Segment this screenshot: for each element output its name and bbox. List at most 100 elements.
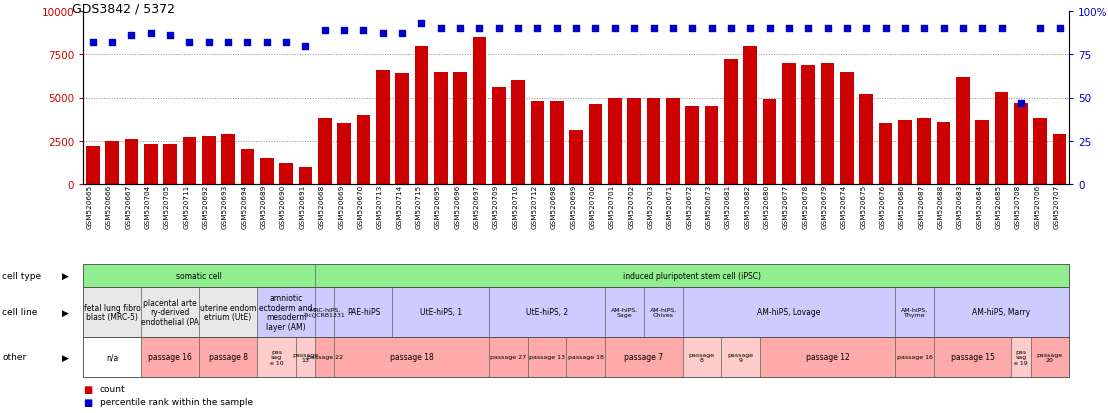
Text: GSM520680: GSM520680 (763, 185, 770, 229)
Text: GSM520681: GSM520681 (725, 185, 731, 229)
Point (162, 33, 179, 39)
Bar (936, 122, 951, 185)
Bar (608, 98, 622, 185)
Point (684, 26, 701, 33)
Text: GSM520682: GSM520682 (745, 185, 750, 229)
Bar (1014, 103, 1027, 185)
Bar (492, 88, 505, 185)
Text: fetal lung fibro
blast (MRC-5): fetal lung fibro blast (MRC-5) (84, 303, 141, 322)
Text: GSM520671: GSM520671 (667, 185, 673, 229)
Text: GSM520687: GSM520687 (919, 185, 924, 229)
Text: GDS3842 / 5372: GDS3842 / 5372 (72, 3, 175, 16)
Text: GSM520678: GSM520678 (802, 185, 808, 229)
Text: GSM520696: GSM520696 (454, 185, 460, 229)
Point (993, 26, 1010, 33)
Bar (899, 121, 912, 185)
Point (1050, 26, 1068, 33)
Text: GSM520685: GSM520685 (996, 185, 1002, 229)
Text: GSM520675: GSM520675 (860, 185, 866, 229)
Text: placental arte
ry-derived
endothelial (PA: placental arte ry-derived endothelial (P… (141, 298, 199, 326)
Point (412, 21, 430, 27)
Bar (86, 147, 100, 185)
Point (510, 26, 527, 33)
Point (1012, 100, 1029, 107)
Text: GSM520703: GSM520703 (647, 185, 654, 229)
Text: passage 16: passage 16 (896, 355, 933, 360)
Text: ▶: ▶ (62, 271, 69, 280)
Text: GSM520711: GSM520711 (184, 185, 189, 229)
Bar (376, 71, 390, 185)
Bar (686, 107, 699, 185)
Bar (473, 38, 486, 185)
Bar (627, 98, 640, 185)
Text: count: count (100, 385, 125, 394)
Text: amniotic
ectoderm and
mesoderm
layer (AM): amniotic ectoderm and mesoderm layer (AM… (259, 293, 312, 331)
Point (123, 33, 141, 39)
Point (432, 26, 450, 33)
Text: GSM520677: GSM520677 (783, 185, 789, 229)
Point (219, 40, 237, 46)
Point (199, 40, 217, 46)
Point (529, 26, 546, 33)
Bar (1034, 119, 1047, 185)
Text: other: other (2, 353, 27, 362)
Text: GSM520676: GSM520676 (880, 185, 885, 229)
Text: passage 22: passage 22 (307, 355, 342, 360)
Point (606, 26, 624, 33)
Point (954, 26, 972, 33)
Bar (531, 102, 544, 185)
Text: passage
20: passage 20 (1037, 352, 1063, 362)
Point (355, 28, 372, 34)
Text: GSM520666: GSM520666 (106, 185, 112, 229)
Text: GSM520684: GSM520684 (976, 185, 982, 229)
Text: GSM520715: GSM520715 (416, 185, 421, 229)
Bar (860, 95, 873, 185)
Bar (995, 93, 1008, 185)
Text: GSM520700: GSM520700 (589, 185, 595, 229)
Point (876, 26, 894, 33)
Point (645, 26, 663, 33)
Point (896, 26, 914, 33)
Text: GSM520695: GSM520695 (434, 185, 441, 229)
Point (973, 26, 991, 33)
Text: GSM520706: GSM520706 (1034, 185, 1040, 229)
Text: GSM520712: GSM520712 (532, 185, 537, 229)
Text: GSM520683: GSM520683 (957, 185, 963, 229)
Text: GSM520714: GSM520714 (397, 185, 402, 229)
Point (1032, 26, 1049, 33)
Text: GSM520701: GSM520701 (608, 185, 615, 229)
Point (258, 40, 276, 46)
Point (181, 40, 198, 46)
Point (780, 26, 798, 33)
Text: ■: ■ (83, 397, 92, 407)
Text: GSM520692: GSM520692 (203, 185, 208, 229)
Text: GSM520698: GSM520698 (551, 185, 557, 229)
Bar (240, 150, 254, 185)
Bar (105, 141, 119, 185)
Text: passage 27: passage 27 (491, 355, 526, 360)
Text: ▶: ▶ (62, 308, 69, 317)
Point (277, 40, 295, 46)
Text: GSM520688: GSM520688 (937, 185, 944, 229)
Text: GSM520679: GSM520679 (821, 185, 828, 229)
Bar (1053, 135, 1066, 185)
Bar (163, 145, 177, 185)
Bar (202, 136, 216, 185)
Text: uterine endom
etrium (UtE): uterine endom etrium (UtE) (199, 303, 256, 322)
Point (471, 26, 489, 33)
Bar (666, 98, 679, 185)
Text: AM-hiPS, Marry: AM-hiPS, Marry (973, 308, 1030, 317)
Bar (279, 164, 293, 185)
Text: passage 18: passage 18 (390, 353, 433, 362)
Text: passage
8: passage 8 (689, 352, 715, 362)
Bar (337, 124, 351, 185)
Text: GSM520704: GSM520704 (145, 185, 151, 229)
Text: passage
9: passage 9 (728, 352, 753, 362)
Bar (357, 116, 370, 185)
Text: passage 15: passage 15 (951, 353, 995, 362)
Bar (222, 135, 235, 185)
Bar (917, 119, 931, 185)
Text: AM-hiPS,
Sage: AM-hiPS, Sage (611, 307, 638, 318)
Bar (183, 138, 196, 185)
Text: GSM520669: GSM520669 (338, 185, 345, 229)
